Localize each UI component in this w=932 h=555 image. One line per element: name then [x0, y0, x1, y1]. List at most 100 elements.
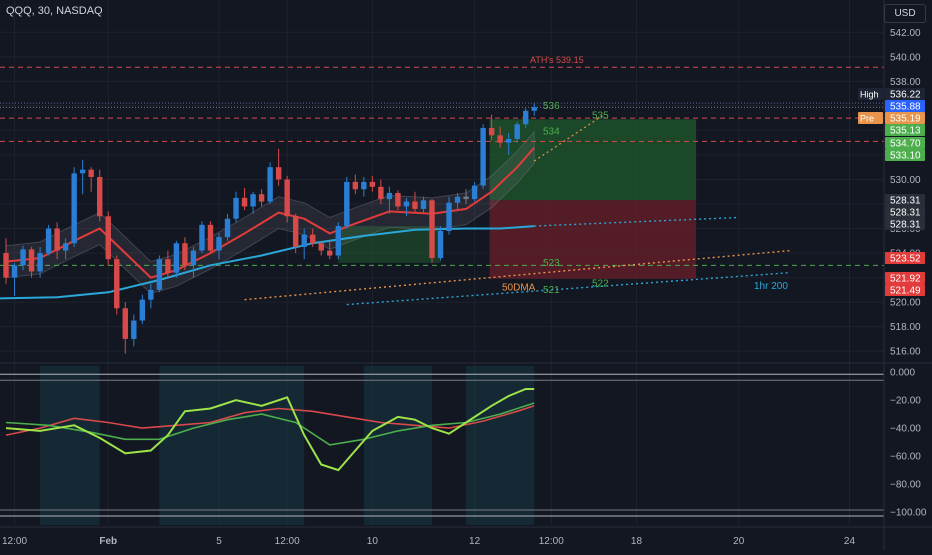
price-tag: [885, 137, 925, 149]
candle-body: [216, 237, 222, 251]
price-tag-label: High: [860, 90, 879, 100]
time-tick-label: 10: [367, 536, 379, 547]
oscillator-shaded-zone: [363, 366, 432, 525]
candle-body: [301, 234, 307, 247]
price-tag-label: Pre: [860, 114, 874, 124]
candle-body: [62, 243, 69, 251]
candle-body: [395, 192, 401, 207]
level-label: 534: [543, 127, 560, 138]
candle-body: [446, 202, 452, 231]
price-tick-label: 518.00: [890, 322, 921, 333]
oscillator-slow-line: [5, 402, 535, 446]
price-tick-label: 530.00: [890, 175, 921, 186]
candle-body: [156, 259, 163, 290]
candle-body: [378, 186, 384, 200]
candle-body: [241, 197, 248, 207]
trendline-50dma: [244, 249, 790, 301]
time-tick-label: 12: [469, 536, 481, 547]
candle-body: [122, 308, 128, 339]
candle-body: [275, 167, 282, 180]
candle-body: [505, 138, 512, 143]
price-tag-value: 521.49: [890, 286, 921, 297]
candle-body: [79, 169, 86, 174]
oscillator-fast-line: [5, 388, 535, 472]
price-tick-label: 520.00: [890, 298, 921, 309]
price-tag: [885, 112, 925, 124]
time-tick-label: Feb: [99, 536, 117, 547]
candle-body: [173, 243, 180, 273]
candle-body: [139, 299, 146, 321]
candle-body: [361, 181, 367, 190]
candle-body: [37, 253, 43, 272]
candle-body: [20, 249, 26, 266]
trendline-1hr-200: [346, 271, 790, 306]
candle-body: [182, 243, 188, 266]
candle-body: [250, 194, 256, 207]
price-tick-label: 540.00: [890, 52, 921, 63]
time-tick-label: 5: [216, 536, 222, 547]
level-label: 536: [543, 101, 560, 112]
price-tag-value: 523.52: [890, 254, 921, 265]
candle-body: [497, 135, 503, 143]
candle-body: [318, 243, 324, 251]
candle-body: [471, 185, 478, 200]
price-tag: [885, 284, 925, 296]
currency-button[interactable]: USD: [884, 4, 926, 23]
price-tag-value: 534.70: [890, 139, 921, 150]
candle-body: [310, 234, 316, 244]
time-tick-label: 18: [631, 536, 643, 547]
dma-line: [0, 225, 535, 300]
candle-body: [224, 218, 231, 238]
trendline-dma-extension: [534, 216, 739, 227]
candle-body: [3, 253, 9, 278]
position-stop-zone: [489, 200, 697, 279]
price-tick-label: 542.00: [890, 28, 921, 39]
level-label: 50DMA: [502, 282, 536, 293]
chart-title: QQQ, 30, NASDAQ: [6, 5, 103, 17]
price-tick-label: 516.00: [890, 347, 921, 358]
candle-body: [165, 259, 171, 273]
level-label: 535: [592, 111, 609, 122]
candle-body: [429, 200, 435, 258]
time-tick-label: 12:00: [2, 536, 27, 547]
price-tag-label-box: [858, 88, 883, 100]
oscillator-tick-label: 0.000: [890, 368, 915, 379]
candle-body: [11, 265, 18, 278]
candle-body: [327, 250, 333, 256]
oscillator-shaded-zone: [159, 366, 305, 525]
candle-body: [386, 192, 393, 200]
ema-line: [5, 146, 535, 279]
level-label: 521: [543, 285, 560, 296]
candle-body: [403, 201, 410, 207]
oscillator-tick-label: −100.00: [890, 508, 927, 519]
level-label: 523: [543, 258, 560, 269]
candle-body: [45, 228, 52, 254]
price-tag-value: 528.31: [890, 220, 921, 231]
candle-body: [369, 181, 376, 187]
candle-body: [131, 320, 137, 339]
candle-body: [412, 201, 418, 209]
oscillator-tick-label: −20.00: [890, 396, 921, 407]
candle-body: [190, 250, 197, 266]
candle-body: [480, 127, 486, 186]
candle-body: [463, 196, 469, 200]
candle-body: [88, 169, 94, 178]
level-label: 522: [592, 279, 609, 290]
oscillator-shaded-zone: [40, 366, 100, 525]
candle-body: [284, 179, 290, 217]
price-tag-value: 536.22: [890, 90, 921, 101]
candle-body: [437, 230, 444, 258]
oscillator-tick-label: −40.00: [890, 424, 921, 435]
candle-body: [267, 167, 273, 202]
price-tag-value: 521.92: [890, 274, 921, 285]
price-tag: [885, 252, 925, 264]
candle-body: [514, 124, 520, 139]
candle-body: [488, 127, 495, 136]
price-tag-value: 535.88: [890, 102, 921, 113]
time-tick-label: 12:00: [539, 536, 564, 547]
price-tag-label-box: [858, 112, 883, 124]
price-tick-label: 538.00: [890, 77, 921, 88]
candle-body: [199, 224, 205, 251]
